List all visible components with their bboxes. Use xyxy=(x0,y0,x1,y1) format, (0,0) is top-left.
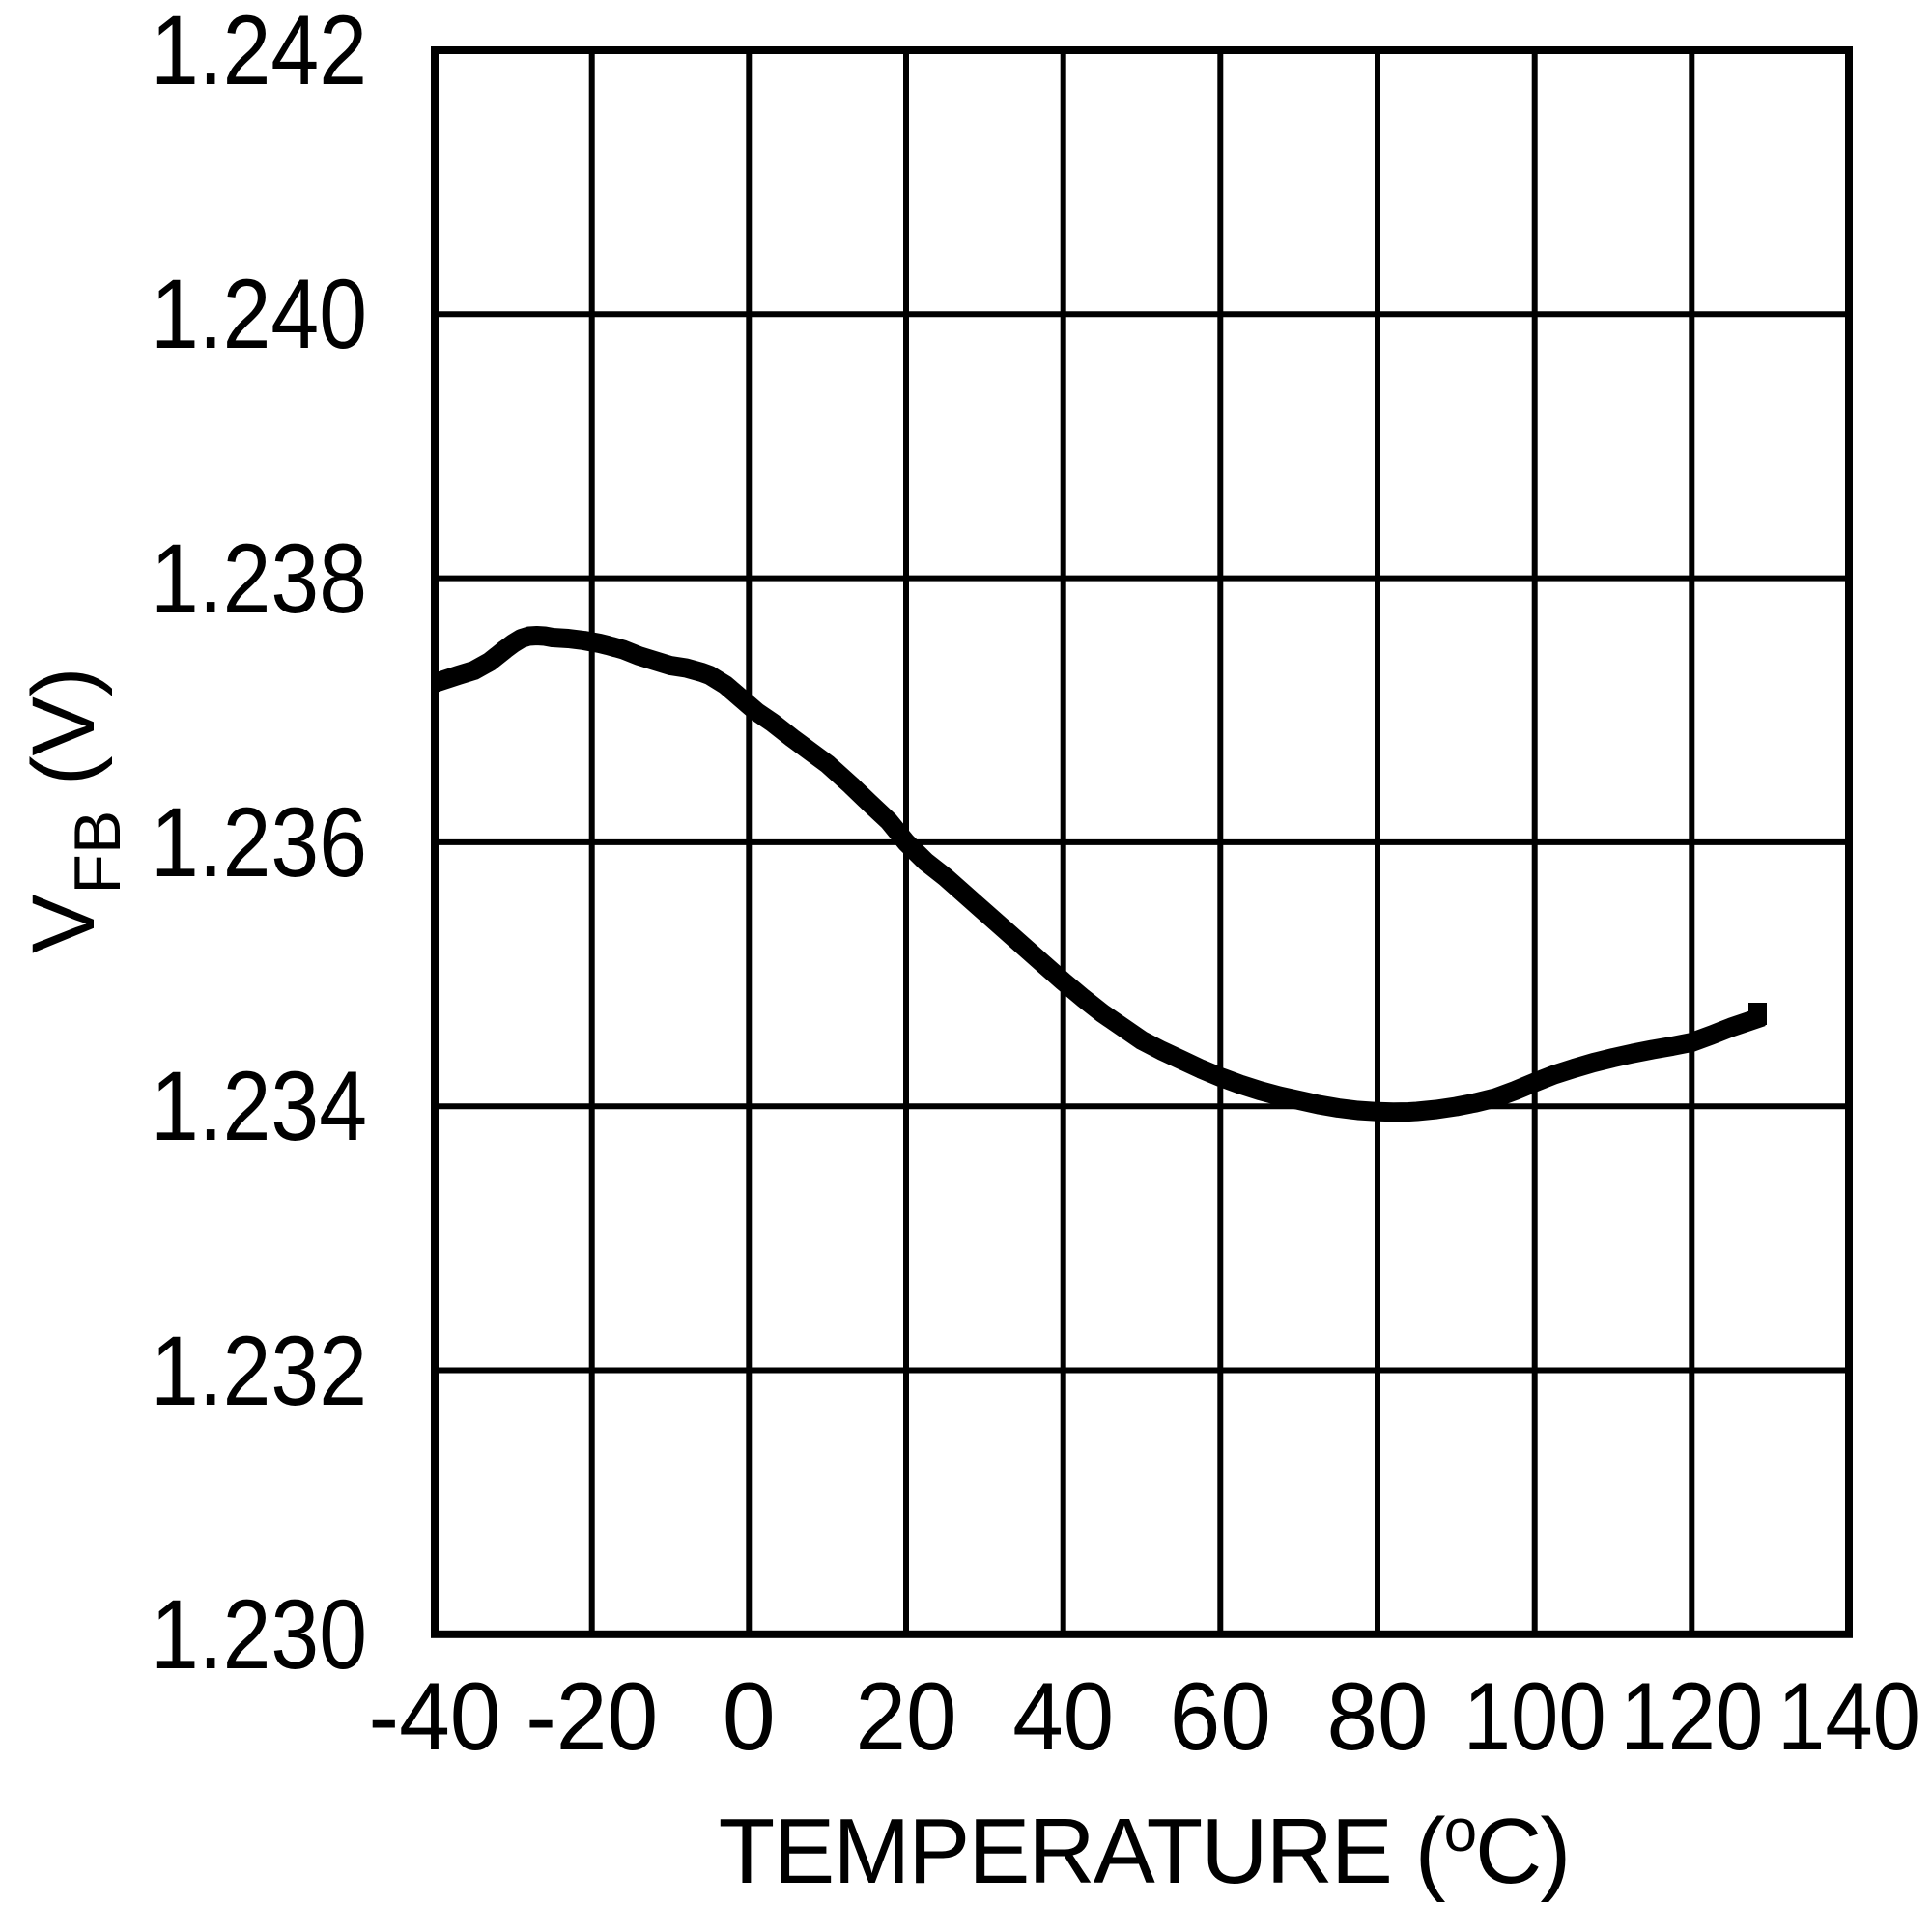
svg-text:60: 60 xyxy=(1170,1662,1271,1770)
svg-text:20: 20 xyxy=(856,1662,957,1770)
svg-text:80: 80 xyxy=(1327,1662,1429,1770)
svg-text:1.240: 1.240 xyxy=(151,259,367,369)
svg-text:-20: -20 xyxy=(526,1662,658,1770)
svg-text:1.236: 1.236 xyxy=(151,787,367,897)
svg-text:40: 40 xyxy=(1012,1662,1114,1770)
svg-text:-40: -40 xyxy=(369,1662,501,1770)
svg-text:100: 100 xyxy=(1463,1662,1606,1770)
svg-text:0: 0 xyxy=(723,1662,776,1770)
svg-text:1.238: 1.238 xyxy=(151,524,367,634)
svg-text:1.230: 1.230 xyxy=(151,1579,367,1690)
svg-text:140: 140 xyxy=(1777,1662,1920,1770)
svg-text:1.242: 1.242 xyxy=(151,0,367,105)
svg-text:120: 120 xyxy=(1620,1662,1763,1770)
svg-text:1.234: 1.234 xyxy=(151,1051,367,1161)
svg-text:1.232: 1.232 xyxy=(151,1316,367,1426)
svg-text:TEMPERATURE (oC): TEMPERATURE (oC) xyxy=(719,1798,1570,1903)
